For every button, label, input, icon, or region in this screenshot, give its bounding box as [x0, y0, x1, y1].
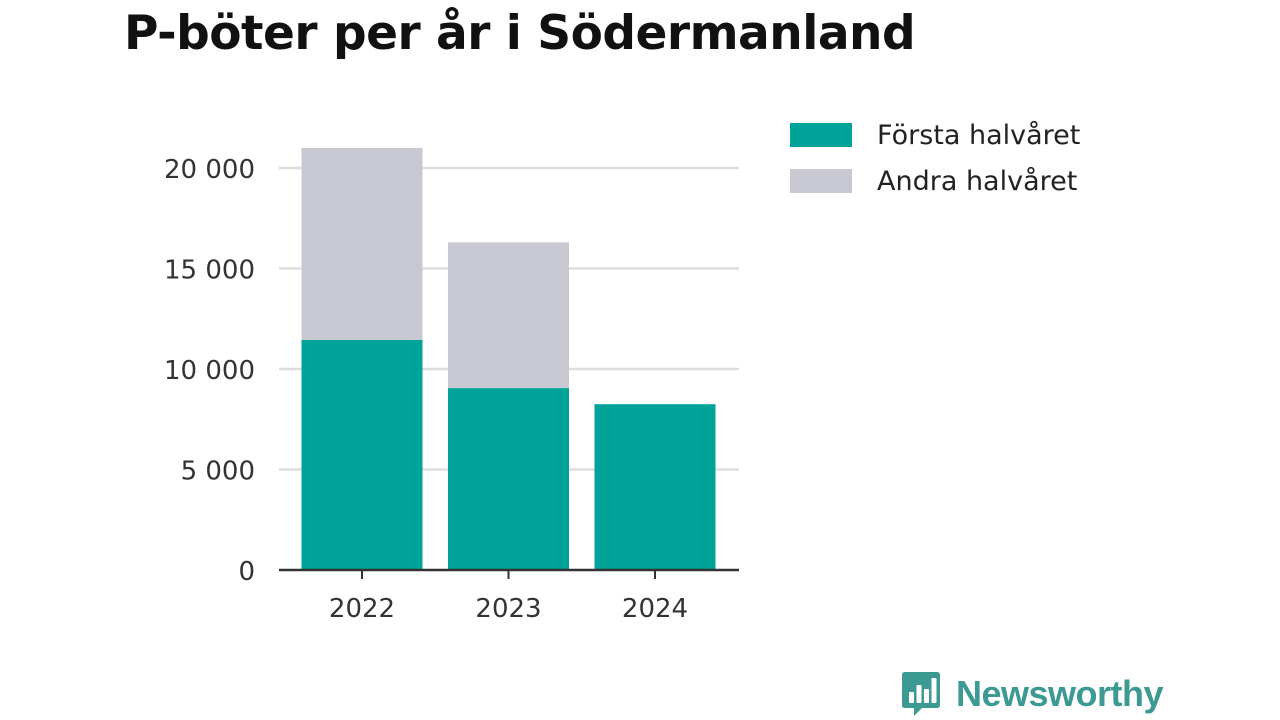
bar-2022-series-2 [301, 147, 423, 340]
y-tick-label-0: 0 [238, 557, 255, 587]
newsworthy-logo: Newsworthy [900, 670, 1164, 718]
x-tick-label-2022: 2022 [329, 594, 395, 624]
stacked-bar-chart: 0 5 000 10 000 15 000 20 000 2022 2023 2024 [164, 147, 739, 624]
y-tick-label-15000: 15 000 [164, 256, 255, 286]
legend-item-andra-halvaret: Andra halvåret [790, 158, 1080, 204]
y-tick-label-10000: 10 000 [164, 356, 255, 386]
y-tick-label-5000: 5 000 [181, 457, 255, 487]
chart-title: P-böter per år i Södermanland [124, 6, 916, 61]
legend-swatch-forsta-halvaret [790, 123, 852, 147]
legend-swatch-andra-halvaret [790, 169, 852, 193]
brand-name: Newsworthy [956, 673, 1164, 714]
bar-2024-series-1 [594, 404, 716, 570]
legend: Första halvåret Andra halvåret [790, 112, 1080, 204]
x-tick-label-2024: 2024 [622, 594, 688, 624]
bar-2023-series-1 [448, 388, 569, 570]
legend-label-forsta-halvaret: Första halvåret [877, 119, 1081, 151]
bar-2023-series-2 [448, 242, 569, 389]
bar-2022-series-1 [301, 339, 423, 570]
y-tick-label-20000: 20 000 [164, 155, 255, 185]
x-tick-label-2023: 2023 [475, 594, 541, 624]
bar-chart-speech-bubble-icon [902, 672, 940, 716]
legend-label-andra-halvaret: Andra halvåret [877, 165, 1078, 197]
legend-item-forsta-halvaret: Första halvåret [790, 112, 1080, 158]
